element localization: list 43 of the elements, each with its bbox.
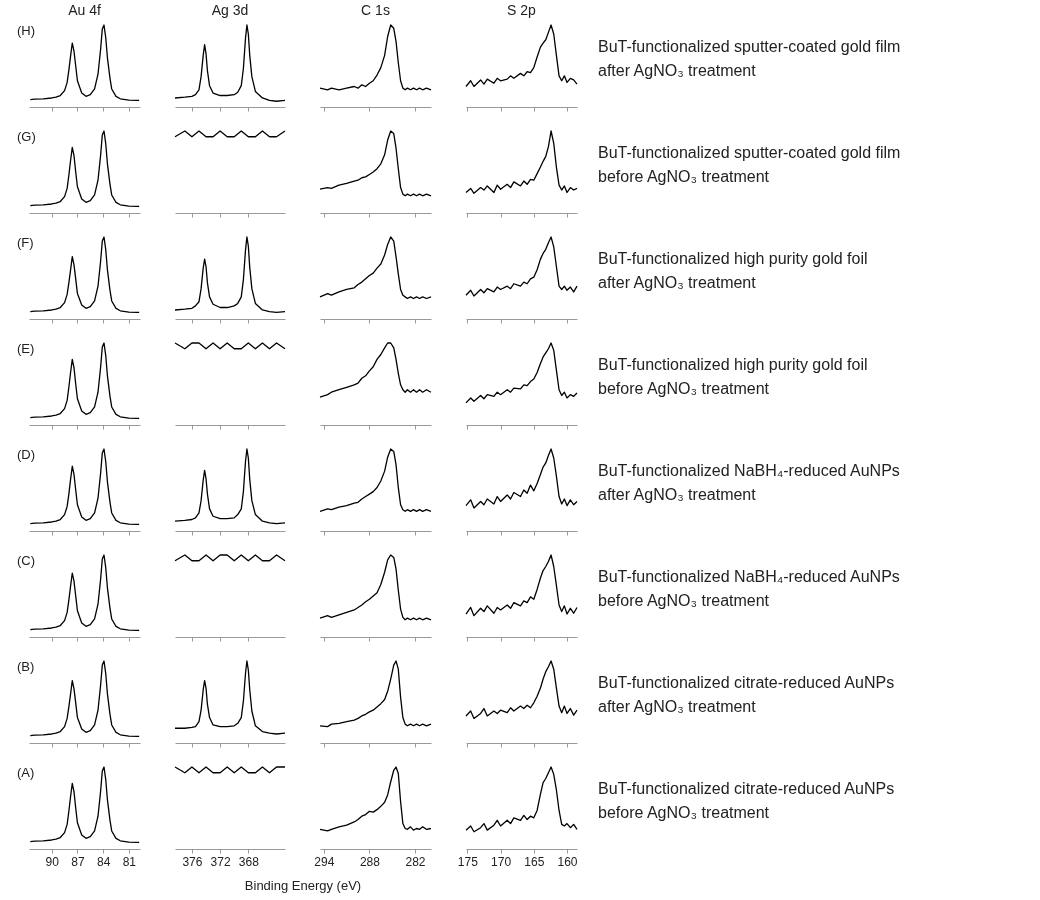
annotation: (F) [17,235,34,250]
text: BuT-functionalized NaBH₄-reduced AuNPs [598,462,900,479]
x-tick-label: 288 [359,854,381,869]
text: before AgNO₃ treatment [598,804,770,821]
annotation: (H) [17,23,36,38]
annotation: (A) [17,765,35,780]
chart-title: Ag 3d [211,2,249,19]
text: BuT-functionalized high purity gold foil [598,250,868,267]
chart-title: Au 4f [68,2,101,19]
text: before AgNO₃ treatment [598,168,770,185]
x-axis-title: Binding Energy (eV) [244,877,362,893]
x-tick-label: 282 [405,854,426,869]
text: before AgNO₃ treatment [598,380,770,397]
annotation: (G) [17,129,36,144]
x-tick-label: 372 [210,854,231,869]
text: before AgNO₃ treatment [598,592,770,609]
chart-title: C 1s [361,2,390,19]
chart-title: S 2p [507,2,537,19]
text: after AgNO₃ treatment [598,698,757,715]
text: BuT-functionalized sputter-coated gold film [598,144,901,161]
text: BuT-functionalized high purity gold foil [598,356,868,373]
annotation: (C) [17,553,36,568]
text: BuT-functionalized citrate-reduced AuNPs [598,674,895,691]
x-tick-label: 81 [122,854,137,869]
text: BuT-functionalized sputter-coated gold film [598,38,901,55]
x-tick-label: 87 [71,854,85,869]
x-tick-label: 165 [524,854,545,869]
x-tick-label: 90 [45,854,60,869]
annotation: (E) [17,341,35,356]
text: BuT-functionalized citrate-reduced AuNPs [598,780,895,797]
x-tick-label: 175 [457,854,479,869]
x-tick-label: 294 [314,854,335,869]
x-tick-label: 84 [96,854,111,869]
x-tick-label: 376 [182,854,203,869]
text: after AgNO₃ treatment [598,274,757,291]
text: BuT-functionalized NaBH₄-reduced AuNPs [598,568,900,585]
annotation: (D) [17,447,36,462]
x-tick-label: 368 [238,854,260,869]
x-tick-label: 160 [557,854,578,869]
text: after AgNO₃ treatment [598,62,757,79]
text: after AgNO₃ treatment [598,486,757,503]
x-tick-label: 170 [491,854,512,869]
annotation: (B) [17,659,35,674]
